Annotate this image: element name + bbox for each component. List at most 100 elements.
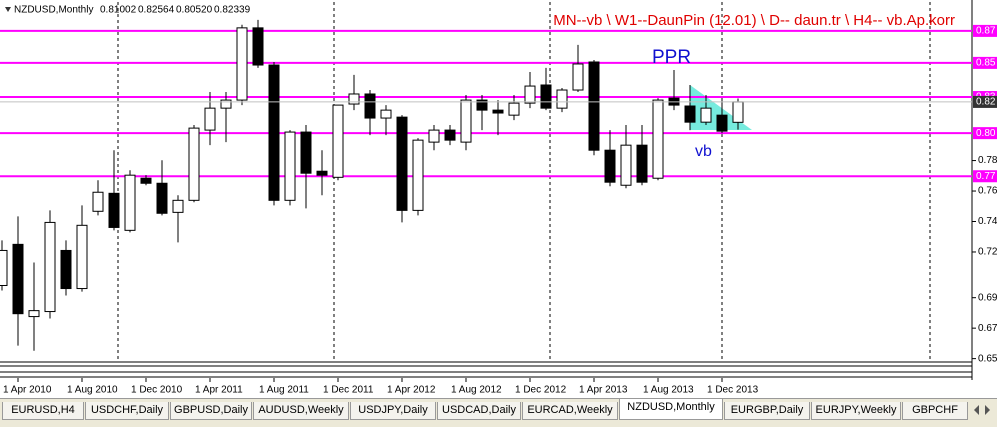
candle-body xyxy=(732,101,744,123)
candle-body xyxy=(316,170,328,176)
candle-body xyxy=(76,224,88,290)
tab[interactable]: EURGBP,Daily xyxy=(724,402,810,420)
vb-annotation: vb xyxy=(695,143,712,160)
tab-bar: EURUSD,H4 USDCHF,Daily GBPUSD,Daily AUDUSD,… xyxy=(0,398,997,427)
x-tick-label: 1 Dec 2013 xyxy=(707,385,759,396)
candle-body xyxy=(684,105,696,123)
candle-body xyxy=(300,131,312,174)
level-label-bg xyxy=(973,24,997,37)
symbol-icon xyxy=(5,7,11,12)
candle-body xyxy=(348,93,360,105)
tab[interactable]: AUDUSD,Weekly xyxy=(253,402,349,420)
x-tick-label: 1 Dec 2010 xyxy=(131,385,183,396)
tab[interactable]: GBPCHF xyxy=(902,402,968,420)
tab[interactable]: USDCHF,Daily xyxy=(85,402,169,420)
x-tick-label: 1 Aug 2011 xyxy=(259,385,309,396)
candle-body xyxy=(236,27,248,101)
candle-body xyxy=(332,104,344,178)
x-tick-label: 1 Aug 2010 xyxy=(67,385,118,396)
ohlc-open: 0.81002 xyxy=(100,5,137,16)
candle-body xyxy=(252,27,264,66)
candle-body xyxy=(268,64,280,201)
candle-body xyxy=(380,109,392,119)
candle-body xyxy=(364,93,376,119)
tab[interactable]: EURUSD,H4 xyxy=(2,402,84,420)
tab[interactable]: NZDUSD,Monthly xyxy=(619,399,723,420)
candle-body xyxy=(188,127,200,201)
x-tick-label: 1 Dec 2012 xyxy=(515,385,567,396)
candle-body xyxy=(508,102,520,116)
y-tick-label: 0.67 xyxy=(978,323,997,334)
y-tick-label: 0.72 xyxy=(978,247,997,258)
candle-body xyxy=(92,191,104,212)
candle-body xyxy=(284,131,296,201)
candle-body xyxy=(204,107,216,131)
scroll-right[interactable] xyxy=(985,405,990,415)
candle-body xyxy=(540,84,552,109)
x-tick-label: 1 Apr 2010 xyxy=(3,385,52,396)
candle-body xyxy=(444,129,456,141)
level-label-bg xyxy=(973,127,997,140)
y-tick-label: 0.65 xyxy=(978,353,997,364)
y-tick-label: 0.76 xyxy=(978,186,997,197)
tab[interactable]: EURCAD,Weekly xyxy=(522,402,618,420)
candle-body xyxy=(396,116,408,211)
candle-body xyxy=(108,192,120,228)
candle-body xyxy=(12,243,24,315)
candle-body xyxy=(604,149,616,183)
candle-body xyxy=(60,249,72,290)
chart-background xyxy=(0,0,997,398)
candle-body xyxy=(636,144,648,183)
candle-body xyxy=(588,61,600,151)
candle-body xyxy=(524,85,536,104)
scroll-left[interactable] xyxy=(974,405,979,415)
candle-body xyxy=(652,99,664,179)
candle-body xyxy=(716,114,728,132)
setup-annotation: MN--vb \ W1--DaunPin (12.01) \ D-- daun.… xyxy=(553,12,955,29)
last-price-label: 0.82 xyxy=(976,97,996,108)
level-label-bg xyxy=(973,56,997,69)
candle-body xyxy=(556,89,568,109)
x-tick-label: 1 Dec 2011 xyxy=(323,385,374,396)
candle-body xyxy=(156,182,168,214)
ohlc-high: 0.82564 xyxy=(138,5,175,16)
ohlc-close: 0.82339 xyxy=(214,5,251,16)
y-tick-label: 0.69 xyxy=(978,292,997,303)
candle-body xyxy=(28,310,40,318)
ppr-annotation: PPR xyxy=(652,47,691,68)
candle-body xyxy=(44,221,56,313)
candle-body xyxy=(124,174,136,231)
x-tick-label: 1 Aug 2012 xyxy=(451,385,502,396)
tab[interactable]: GBPUSD,Daily xyxy=(170,402,252,420)
last-price-bg xyxy=(973,95,997,108)
x-tick-label: 1 Apr 2013 xyxy=(579,385,628,396)
candle-body xyxy=(700,107,712,123)
candle-body xyxy=(492,109,504,114)
ohlc-low: 0.80520 xyxy=(176,5,213,16)
level-label: 0.87 xyxy=(976,26,996,37)
candle-body xyxy=(476,99,488,111)
x-tick-label: 1 Apr 2011 xyxy=(195,385,243,396)
candle-body xyxy=(0,249,8,286)
level-label-bg xyxy=(973,170,997,183)
level-label: 0.77 xyxy=(976,171,996,182)
tab[interactable]: USDCAD,Daily xyxy=(437,402,521,420)
tab-scroll[interactable] xyxy=(971,403,995,417)
y-tick-label: 0.74 xyxy=(978,216,997,227)
x-tick-label: 1 Apr 2012 xyxy=(387,385,436,396)
level-label: 0.80 xyxy=(976,128,996,139)
candle-body xyxy=(172,199,184,213)
tab[interactable]: USDJPY,Daily xyxy=(350,402,436,420)
candle-body xyxy=(140,177,152,184)
y-tick-label: 0.78 xyxy=(978,155,997,166)
x-tick-label: 1 Aug 2013 xyxy=(643,385,694,396)
tab[interactable]: EURJPY,Weekly xyxy=(811,402,901,420)
candle-body xyxy=(620,144,632,186)
candle-body xyxy=(412,139,424,211)
candle-body xyxy=(220,99,232,109)
symbol: NZDUSD,Monthly xyxy=(14,5,93,16)
candle-body xyxy=(460,99,472,143)
chart: NZDUSD,Monthly 0.81002 0.82564 0.80520 0… xyxy=(0,0,997,398)
candle-body xyxy=(428,129,440,143)
